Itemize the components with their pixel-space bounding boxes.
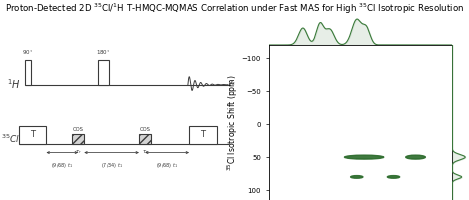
- Text: $f_2$: $f_2$: [229, 79, 236, 88]
- Bar: [139, 134, 151, 144]
- Text: T: T: [200, 130, 205, 139]
- Text: T: T: [30, 130, 35, 139]
- Text: $^{35}$Cl: $^{35}$Cl: [1, 132, 20, 145]
- Text: $\tau_r$: $\tau_r$: [142, 148, 149, 156]
- Bar: [19, 126, 46, 144]
- Bar: [25, 60, 30, 85]
- Y-axis label: $^{35}$Cl Isotropic Shift (ppm): $^{35}$Cl Isotropic Shift (ppm): [226, 74, 240, 171]
- Text: (9/68) $t_1$: (9/68) $t_1$: [156, 161, 178, 170]
- Bar: [72, 134, 84, 144]
- Text: $\tau_r$: $\tau_r$: [75, 148, 82, 156]
- Text: COS: COS: [140, 127, 151, 132]
- Ellipse shape: [351, 176, 363, 178]
- Text: (9/68) $t_1$: (9/68) $t_1$: [51, 161, 73, 170]
- Text: 180$^{\circ}$: 180$^{\circ}$: [96, 48, 111, 57]
- Ellipse shape: [345, 155, 384, 159]
- Ellipse shape: [387, 176, 400, 178]
- Ellipse shape: [406, 155, 425, 159]
- Text: Proton-Detected 2D $^{35}$Cl/$^{1}$H T-HMQC-MQMAS Correlation under Fast MAS for: Proton-Detected 2D $^{35}$Cl/$^{1}$H T-H…: [5, 2, 464, 16]
- Text: $^{1}$H: $^{1}$H: [7, 77, 21, 91]
- Bar: [189, 126, 217, 144]
- Bar: [98, 60, 109, 85]
- Text: COS: COS: [73, 127, 83, 132]
- Text: (7/34) $t_1$: (7/34) $t_1$: [100, 161, 123, 170]
- Text: 90$^{\circ}$: 90$^{\circ}$: [23, 48, 33, 57]
